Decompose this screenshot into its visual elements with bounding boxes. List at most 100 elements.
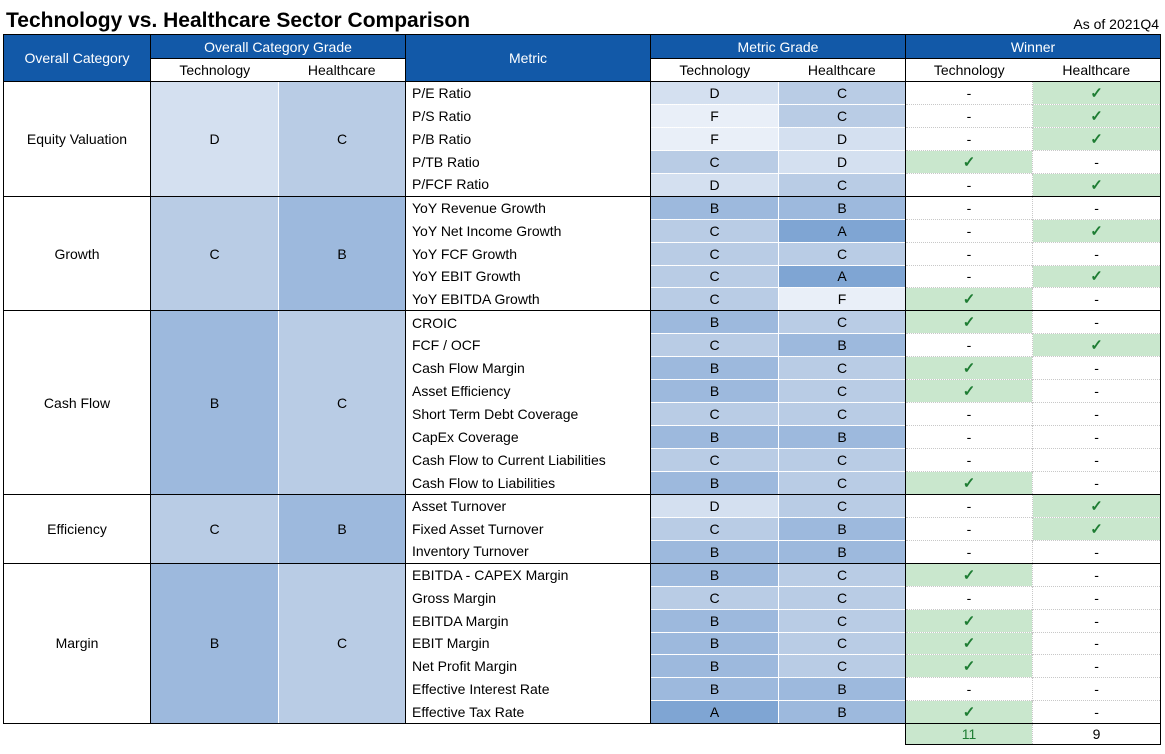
metric-grade-healthcare: C — [778, 608, 907, 632]
metric-grade-healthcare: C — [778, 310, 907, 334]
metric-name: CapEx Coverage — [405, 425, 651, 449]
metric-name: YoY Revenue Growth — [405, 195, 651, 220]
winner-technology-cell: - — [905, 126, 1034, 151]
metric-grade-healthcare: D — [778, 126, 907, 151]
metric-grade-technology: C — [650, 241, 779, 265]
metric-name: P/FCF Ratio — [405, 173, 651, 197]
winner-technology-cell: ✓ — [905, 470, 1034, 495]
metric-grade-healthcare: B — [778, 516, 907, 541]
metric-grade-technology: B — [650, 654, 779, 678]
metric-grade-technology: F — [650, 103, 779, 128]
winner-technology-cell: - — [905, 81, 1034, 105]
metric-grade-healthcare: C — [778, 470, 907, 495]
metric-grade-technology: B — [650, 310, 779, 334]
table-body: Equity Valuation D C P/E Ratio D C - ✓ P/S Ratio… — [3, 81, 1162, 746]
winner-technology-cell: - — [905, 241, 1034, 265]
metric-grade-healthcare: C — [778, 172, 907, 197]
metric-grade-healthcare: B — [778, 677, 907, 701]
winner-healthcare-cell: - — [1032, 356, 1162, 380]
metric-name: Inventory Turnover — [405, 540, 651, 564]
comparison-table: Overall Category Overall Category Grade … — [3, 34, 1162, 746]
winner-technology-cell: ✓ — [905, 631, 1034, 655]
metric-name: Effective Tax Rate — [405, 700, 651, 725]
winner-healthcare-cell: - — [1032, 379, 1162, 403]
metric-grade-healthcare: C — [778, 493, 907, 518]
metric-grade-technology: A — [650, 700, 779, 725]
header-metric: Metric — [405, 34, 651, 82]
metric-name: YoY EBIT Growth — [405, 265, 651, 288]
metric-name: P/S Ratio — [405, 104, 651, 128]
winner-technology-cell: ✓ — [905, 654, 1034, 678]
metric-grade-technology: B — [650, 195, 779, 220]
winner-healthcare-cell: - — [1032, 562, 1162, 587]
header-overall-category-grade: Overall Category Grade — [150, 34, 406, 59]
metric-grade-healthcare: C — [778, 81, 907, 105]
winner-technology-cell: - — [905, 264, 1034, 288]
metric-name: FCF / OCF — [405, 333, 651, 357]
winner-technology-cell: ✓ — [905, 287, 1034, 311]
totals-spacer — [4, 724, 906, 745]
overall-grade-technology: D — [150, 81, 279, 197]
overall-grade-healthcare: C — [278, 562, 406, 725]
metric-grade-technology: B — [650, 356, 779, 380]
winner-healthcare-cell: ✓ — [1032, 126, 1162, 151]
metric-grade-technology: D — [650, 172, 779, 197]
winner-healthcare-cell: - — [1032, 608, 1162, 632]
metric-grade-healthcare: C — [778, 241, 907, 265]
winner-healthcare-cell: - — [1032, 470, 1162, 495]
winner-healthcare-cell: ✓ — [1032, 516, 1162, 541]
winner-technology-cell: ✓ — [905, 379, 1034, 403]
winner-healthcare-cell: - — [1032, 149, 1162, 174]
winner-technology-cell: - — [905, 585, 1034, 610]
winner-healthcare-cell: - — [1032, 654, 1162, 678]
winner-technology-cell: - — [905, 195, 1034, 220]
metric-grade-technology: B — [650, 608, 779, 632]
metric-name: Cash Flow Margin — [405, 356, 651, 380]
overall-grade-technology: C — [150, 195, 279, 311]
winner-technology-cell: ✓ — [905, 149, 1034, 174]
metric-grade-technology: B — [650, 631, 779, 655]
overall-grade-technology: C — [150, 493, 279, 564]
metric-name: Gross Margin — [405, 586, 651, 610]
winner-healthcare-cell: - — [1032, 402, 1162, 426]
winner-healthcare-cell: - — [1032, 677, 1162, 701]
winner-healthcare-cell: - — [1032, 425, 1162, 449]
winner-technology-cell: - — [905, 425, 1034, 449]
metric-grade-technology: D — [650, 81, 779, 105]
page-title: Technology vs. Healthcare Sector Compari… — [6, 8, 471, 32]
metric-grade-healthcare: C — [778, 379, 907, 403]
metric-grade-healthcare: C — [778, 448, 907, 472]
winner-healthcare-cell: ✓ — [1032, 333, 1162, 357]
metric-name: Asset Efficiency — [405, 379, 651, 403]
metric-name: Cash Flow to Liabilities — [405, 471, 651, 495]
metric-grade-technology: B — [650, 379, 779, 403]
subheader-winner-technology: Technology — [905, 58, 1033, 82]
winner-technology-cell: - — [905, 448, 1034, 472]
winner-technology-cell: ✓ — [905, 700, 1034, 725]
metric-grade-technology: D — [650, 493, 779, 518]
metric-name: P/E Ratio — [405, 81, 651, 105]
winner-healthcare-cell: ✓ — [1032, 493, 1162, 518]
metric-grade-healthcare: C — [778, 631, 907, 655]
metric-grade-healthcare: C — [778, 562, 907, 587]
header-winner: Winner — [905, 34, 1162, 59]
as-of-label: As of 2021Q4 — [1073, 16, 1159, 32]
overall-grade-healthcare: B — [278, 493, 406, 564]
metric-name: YoY FCF Growth — [405, 242, 651, 265]
metric-grade-technology: C — [650, 287, 779, 311]
metric-grade-healthcare: C — [778, 356, 907, 380]
winner-healthcare-cell: ✓ — [1032, 81, 1162, 105]
total-healthcare-wins: 9 — [1032, 723, 1162, 746]
metric-grade-healthcare: D — [778, 149, 907, 174]
winner-healthcare-cell: - — [1032, 585, 1162, 610]
subheader-mg-technology: Technology — [650, 58, 779, 82]
metric-name: EBITDA - CAPEX Margin — [405, 562, 651, 587]
metric-grade-technology: B — [650, 677, 779, 701]
metric-grade-healthcare: B — [778, 195, 907, 220]
metric-name: CROIC — [405, 310, 651, 334]
subheader-ocg-technology: Technology — [150, 58, 279, 82]
total-technology-wins: 11 — [905, 723, 1034, 746]
metric-name: Cash Flow to Current Liabilities — [405, 448, 651, 472]
metric-grade-technology: C — [650, 402, 779, 426]
subheader-mg-healthcare: Healthcare — [778, 58, 907, 82]
